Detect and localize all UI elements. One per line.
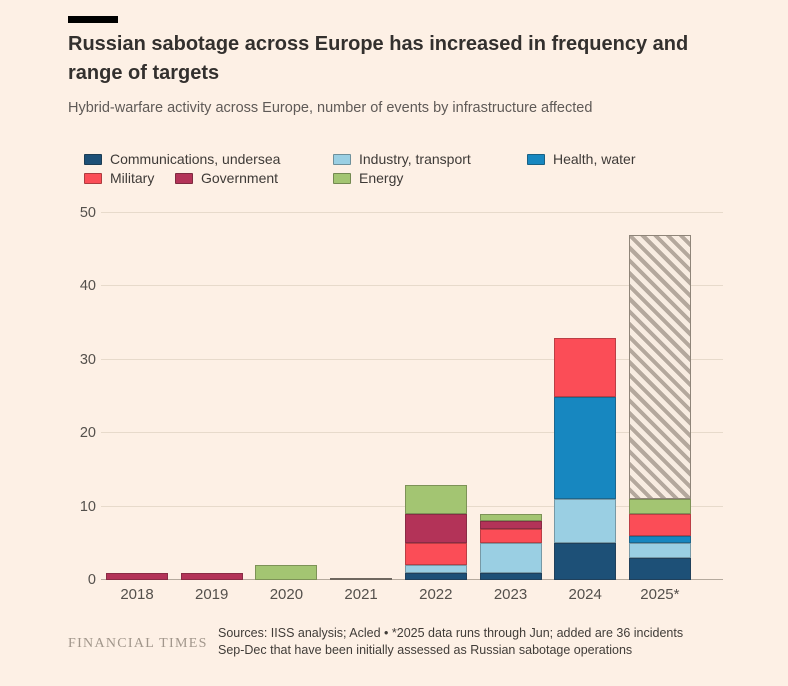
legend-item-military: Military xyxy=(84,170,154,186)
y-tick-10: 10 xyxy=(79,498,96,515)
legend-label: Communications, undersea xyxy=(110,151,281,167)
legend-label: Energy xyxy=(359,170,404,186)
legend-swatch xyxy=(527,153,545,165)
bar-2024 xyxy=(554,337,617,580)
legend-swatch xyxy=(84,153,102,165)
legend: Communications, undersea Industry, transp… xyxy=(0,149,788,189)
bar-segment xyxy=(404,572,467,580)
bar-2023 xyxy=(479,513,542,580)
bar-segment xyxy=(180,572,243,580)
y-tick-40: 40 xyxy=(79,278,96,295)
gridline-20 xyxy=(101,432,723,434)
x-tick-2021: 2021 xyxy=(344,586,378,603)
bar-segment xyxy=(404,513,467,544)
bar-segment xyxy=(479,572,542,580)
accent-bar xyxy=(68,16,118,23)
bar-segment xyxy=(628,557,691,580)
y-tick-20: 20 xyxy=(79,425,96,442)
bar-segment xyxy=(404,565,467,573)
x-tick-2019: 2019 xyxy=(195,586,229,603)
bar-2025 xyxy=(628,235,691,580)
legend-label: Government xyxy=(201,170,279,186)
legend-swatch xyxy=(84,172,102,184)
legend-swatch xyxy=(175,172,193,184)
bar-2019 xyxy=(180,572,243,580)
x-tick-2024: 2024 xyxy=(568,586,602,603)
source-line-2: Sep-Dec that have been initially assesse… xyxy=(218,643,633,657)
gridline-30 xyxy=(101,358,723,360)
legend-swatch xyxy=(333,172,351,184)
x-tick-2025: 2025* xyxy=(640,586,680,603)
chart-subtitle: Hybrid-warfare activity across Europe, n… xyxy=(68,100,593,116)
bar-segment xyxy=(479,528,542,544)
bar-segment xyxy=(479,521,542,529)
bar-2018 xyxy=(106,572,168,580)
bar-2020 xyxy=(255,565,318,580)
bar-segment xyxy=(554,499,617,544)
bar-2022 xyxy=(404,484,467,580)
legend-item-government: Government xyxy=(175,170,278,186)
plot-area: 0 10 20 30 40 50 2018 2019 2020 2021 2022 2023 2024 2… xyxy=(80,205,723,603)
bar-segment xyxy=(479,543,542,573)
source-line-1: Sources: IISS analysis; Acled • *2025 da… xyxy=(218,626,684,640)
bar-segment xyxy=(106,572,168,580)
bar-segment xyxy=(554,543,617,580)
gridline-50 xyxy=(101,212,723,213)
bar-segment xyxy=(628,499,691,514)
bar-segment-hatched xyxy=(628,235,691,500)
x-tick-2018: 2018 xyxy=(120,586,154,603)
legend-item-communications-undersea: Communications, undersea xyxy=(84,151,280,167)
bar-segment-zero xyxy=(330,578,393,580)
y-tick-30: 30 xyxy=(79,351,96,368)
legend-item-energy: Energy xyxy=(333,170,403,186)
y-tick-0: 0 xyxy=(87,572,96,588)
bar-segment xyxy=(628,513,691,536)
bar-segment xyxy=(628,535,691,544)
bar-segment xyxy=(404,543,467,566)
bar-2021 xyxy=(330,578,393,580)
bar-segment xyxy=(554,396,617,500)
bar-segment xyxy=(404,484,467,514)
y-tick-50: 50 xyxy=(79,205,96,221)
chart-title: Russian sabotage across Europe has incre… xyxy=(68,33,689,84)
bar-segment xyxy=(628,543,691,558)
bar-segment xyxy=(554,337,617,397)
bar-segment xyxy=(479,513,542,522)
legend-swatch xyxy=(333,153,351,165)
legend-label: Military xyxy=(110,170,155,186)
x-tick-2022: 2022 xyxy=(419,586,453,603)
legend-label: Industry, transport xyxy=(359,151,471,167)
gridline-40 xyxy=(101,285,723,287)
bar-segment xyxy=(255,565,318,580)
x-tick-2023: 2023 xyxy=(493,586,528,603)
x-tick-2020: 2020 xyxy=(269,586,304,603)
legend-item-health-water: Health, water xyxy=(527,151,635,167)
legend-item-industry-transport: Industry, transport xyxy=(333,151,471,167)
source-note: Sources: IISS analysis; Acled • *2025 da… xyxy=(218,625,698,659)
ft-logo: FINANCIAL TIMES xyxy=(68,636,208,651)
legend-label: Health, water xyxy=(553,151,636,167)
